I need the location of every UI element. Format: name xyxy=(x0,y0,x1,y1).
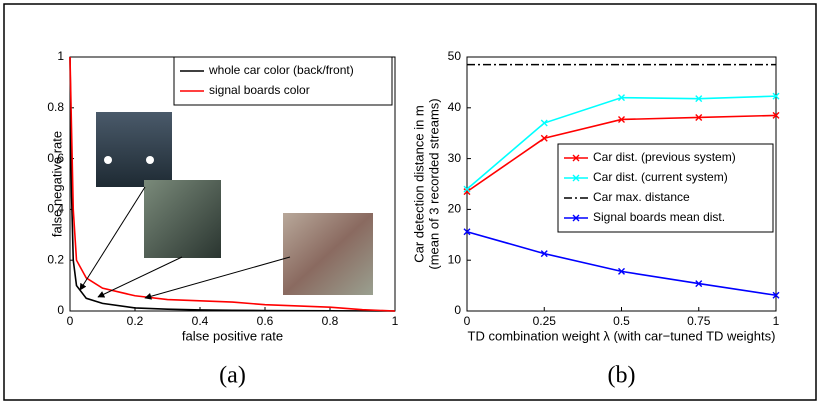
y-axis-label: (mean of 3 recorded streams) xyxy=(426,98,441,269)
x-tick-label: 0 xyxy=(464,314,471,328)
x-tick-label: 0.2 xyxy=(127,314,144,328)
y-tick-label: 40 xyxy=(448,100,462,114)
x-tick-label: 0.4 xyxy=(192,314,209,328)
caption: (b) xyxy=(608,363,636,389)
x-tick-label: 0.8 xyxy=(322,314,339,328)
y-tick-label: 0 xyxy=(57,303,64,317)
y-axis-label: Car detection distance in m xyxy=(411,105,426,263)
y-tick-label: 0 xyxy=(454,303,461,317)
caption: (a) xyxy=(219,363,246,389)
y-tick-label: 1 xyxy=(57,49,64,63)
y-tick-label: 20 xyxy=(448,202,462,216)
car-photo xyxy=(96,112,172,187)
x-axis-label: TD combination weight λ (with car−tuned … xyxy=(468,328,776,343)
legend-label: signal boards color xyxy=(209,83,310,97)
y-tick-label: 10 xyxy=(448,252,462,266)
y-axis-label: false negative rate xyxy=(49,131,64,237)
legend-label: Car dist. (previous system) xyxy=(593,150,736,164)
y-tick-label: 30 xyxy=(448,151,462,165)
legend-label: Car max. distance xyxy=(593,190,690,204)
x-tick-label: 0.6 xyxy=(257,314,274,328)
legend-label: Car dist. (current system) xyxy=(593,170,728,184)
x-tick-label: 0.5 xyxy=(613,314,630,328)
x-tick-label: 0.75 xyxy=(687,314,711,328)
legend-label: Signal boards mean dist. xyxy=(593,210,725,224)
y-tick-label: 0.8 xyxy=(47,100,64,114)
x-tick-label: 1 xyxy=(392,314,399,328)
x-tick-label: 0.25 xyxy=(533,314,557,328)
x-tick-label: 1 xyxy=(773,314,780,328)
headlight xyxy=(146,156,154,164)
legend-label: whole car color (back/front) xyxy=(208,63,354,77)
sign-photo xyxy=(283,213,373,295)
figure: 00.20.40.60.8100.20.40.60.81false positi… xyxy=(0,0,821,405)
x-axis-label: false positive rate xyxy=(182,328,283,343)
headlight xyxy=(104,156,112,164)
y-tick-label: 0.2 xyxy=(47,252,64,266)
car-photo xyxy=(144,180,221,258)
y-tick-label: 50 xyxy=(448,49,462,63)
x-tick-label: 0 xyxy=(67,314,74,328)
